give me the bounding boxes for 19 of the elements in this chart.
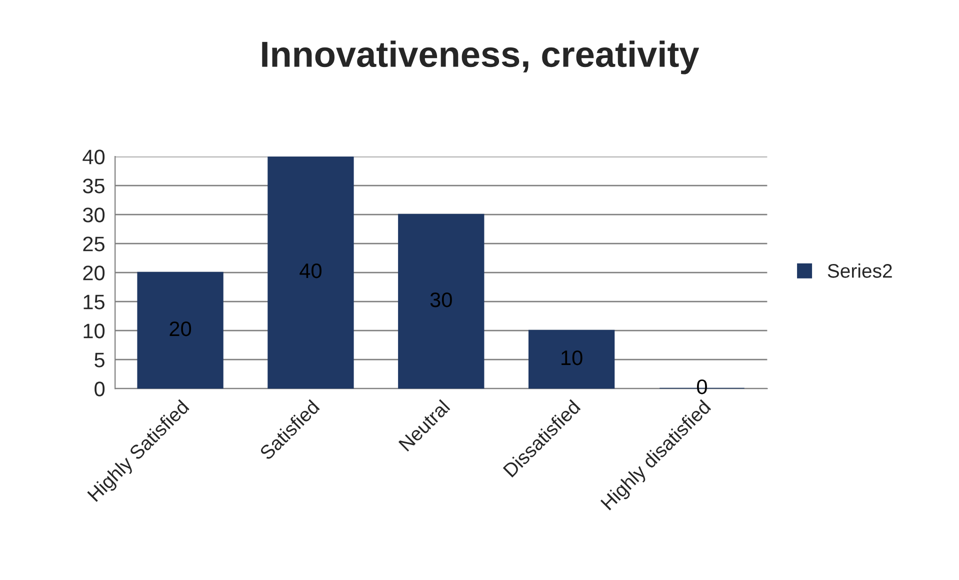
bar (268, 156, 354, 389)
data-label: 40 (300, 263, 322, 278)
y-tick-label: 5 (94, 352, 104, 368)
bar (398, 214, 484, 389)
bar (528, 330, 615, 389)
y-tick-label: 35 (82, 178, 104, 194)
legend-label: Series2 (828, 264, 892, 278)
y-tick-label: 40 (82, 150, 105, 164)
data-label: 20 (170, 321, 192, 336)
chart-title: Innovativeness, creativity (262, 40, 700, 74)
bar (137, 272, 224, 389)
y-tick-label: 30 (82, 208, 105, 222)
data-label: 10 (562, 350, 582, 366)
data-label: 30 (430, 292, 452, 308)
y-tick-label: 10 (84, 324, 105, 338)
y-tick-label: 15 (84, 294, 104, 310)
y-tick-label: 25 (83, 236, 104, 252)
y-tick-label: 0 (94, 382, 105, 396)
y-tick-label: 20 (83, 266, 105, 280)
